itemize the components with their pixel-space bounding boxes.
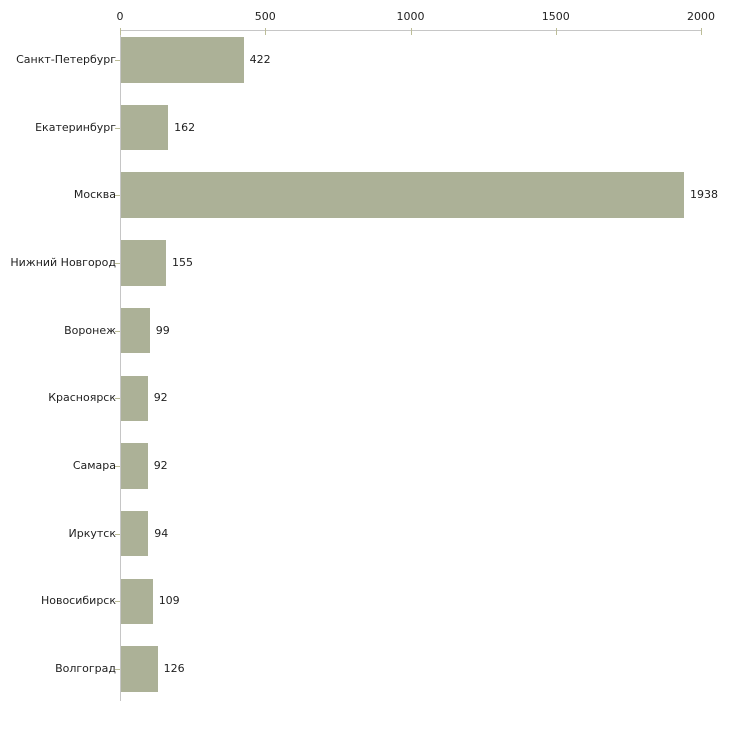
category-label: Нижний Новгород <box>10 255 116 269</box>
y-tick-mark <box>115 195 120 197</box>
bar <box>121 578 153 625</box>
value-label: 92 <box>153 459 168 472</box>
bar <box>121 510 149 557</box>
x-tick-label: 1000 <box>396 10 425 23</box>
x-tick-mark <box>410 28 412 35</box>
y-tick-mark <box>115 262 120 264</box>
value-label: 92 <box>153 391 168 405</box>
y-tick-mark <box>115 127 120 129</box>
bar <box>121 443 148 489</box>
value-label: 94 <box>154 526 169 540</box>
x-tick-mark <box>701 28 702 35</box>
x-tick-label: 0 <box>116 10 124 23</box>
y-tick-mark <box>115 533 120 535</box>
category-label: Санкт-Петербург <box>16 52 116 66</box>
category-label: Волгоград <box>55 662 116 676</box>
y-tick-mark <box>115 601 120 603</box>
value-label: 99 <box>155 323 170 337</box>
bar <box>121 104 169 151</box>
bar <box>121 375 148 421</box>
x-tick-mark <box>555 28 557 35</box>
y-tick-mark <box>115 330 120 332</box>
value-label: 126 <box>163 662 185 676</box>
bar <box>121 646 158 692</box>
category-label: Красноярск <box>48 391 116 405</box>
value-label: 162 <box>174 120 196 134</box>
value-label: 422 <box>249 52 271 66</box>
y-axis-line <box>120 30 121 701</box>
value-label: 109 <box>158 594 180 608</box>
bar <box>121 240 166 286</box>
x-tick-label: 2000 <box>687 10 715 23</box>
x-tick-mark <box>120 28 121 35</box>
category-label: Новосибирск <box>40 594 116 608</box>
category-label: Самара <box>72 459 116 472</box>
y-tick-mark <box>115 59 120 61</box>
y-tick-mark <box>115 398 120 400</box>
category-label: Иркутск <box>68 526 116 540</box>
value-label: 155 <box>172 255 193 269</box>
x-tick-label: 500 <box>254 10 276 23</box>
y-tick-mark <box>115 466 120 467</box>
x-tick-mark <box>265 28 267 35</box>
category-label: Москва <box>73 188 116 202</box>
bar <box>121 37 244 83</box>
bar <box>121 307 150 354</box>
category-label: Екатеринбург <box>35 120 116 134</box>
category-label: Воронеж <box>64 323 116 337</box>
x-tick-label: 1500 <box>541 10 570 23</box>
value-label: 1938 <box>690 188 718 202</box>
y-tick-mark <box>115 669 120 671</box>
bar <box>121 172 684 218</box>
